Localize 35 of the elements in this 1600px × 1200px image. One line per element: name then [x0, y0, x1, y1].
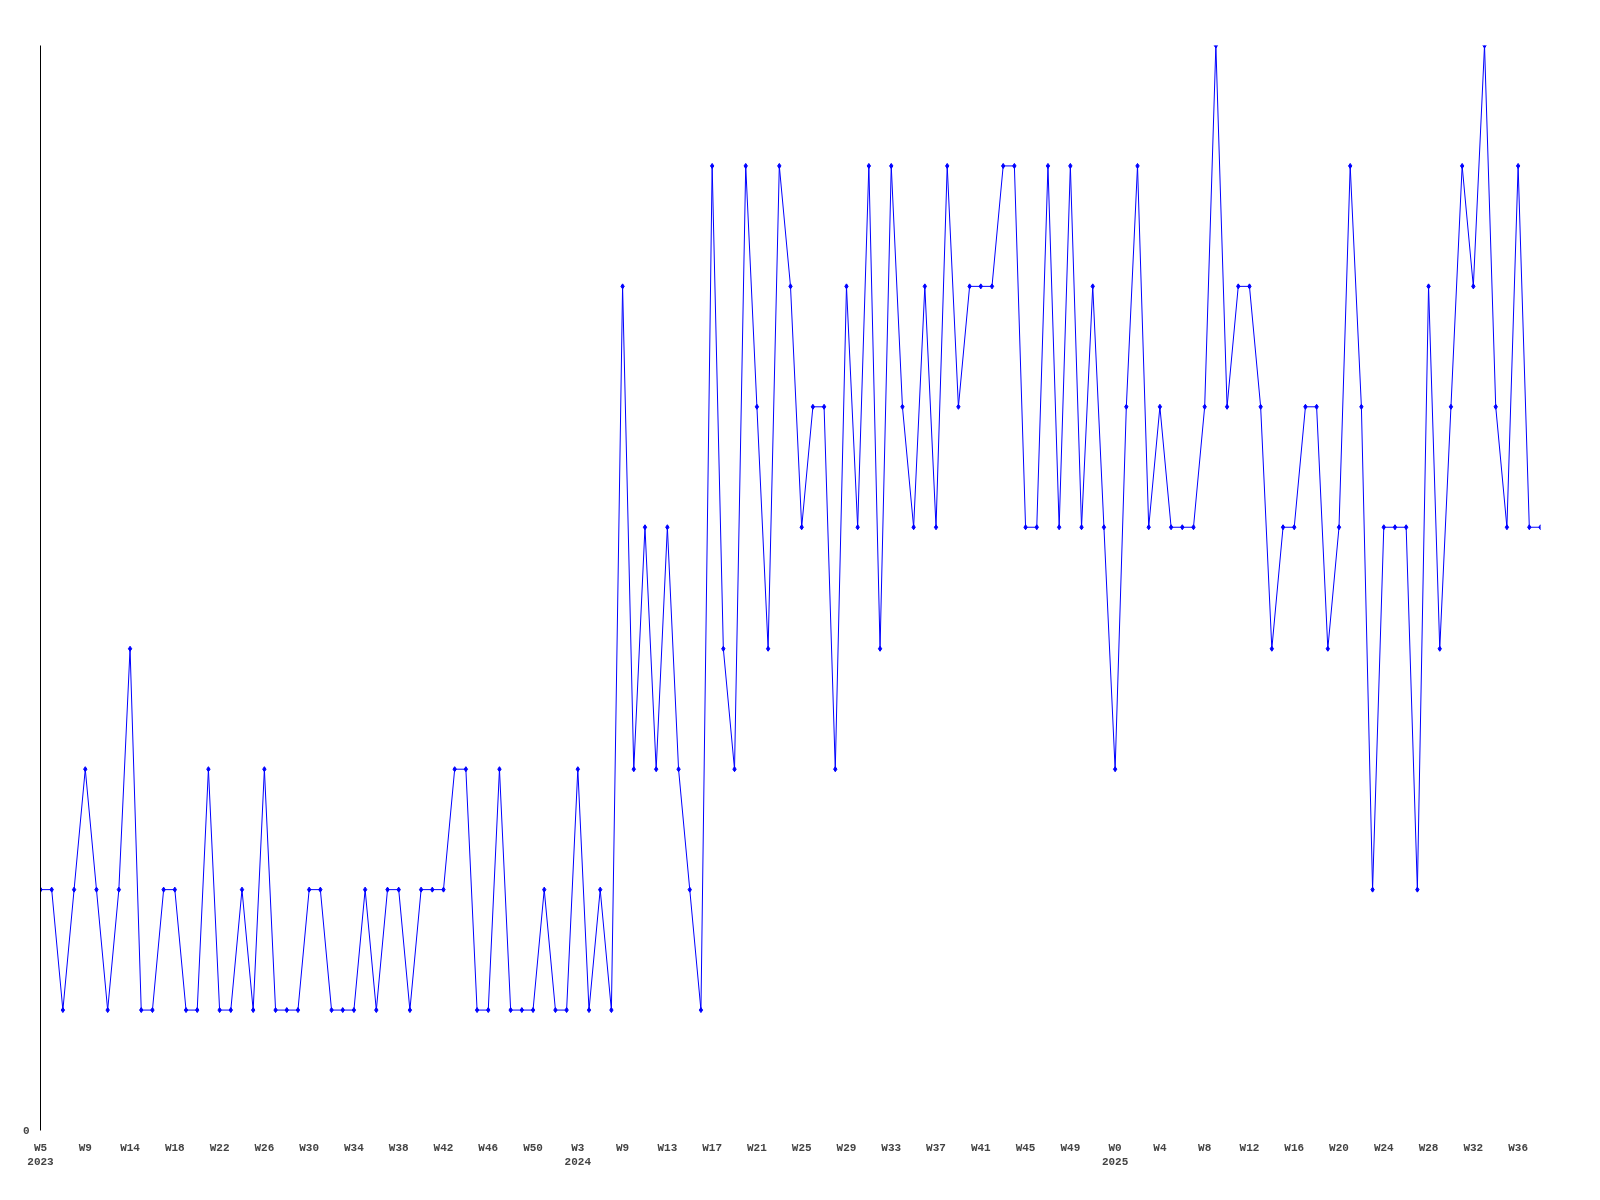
- x-tick-label: W0 2025: [1101, 1141, 1129, 1168]
- x-tick-label: W5 2023: [27, 1141, 55, 1168]
- x-tick-label: W4: [1153, 1141, 1167, 1154]
- text: 0: [22, 1125, 30, 1137]
- x-tick-label: W13: [657, 1141, 678, 1154]
- x-tick-label: W25: [791, 1141, 812, 1154]
- x-tick-label: W16: [1284, 1141, 1305, 1154]
- x-tick-label: W21: [747, 1141, 768, 1154]
- x-tick-label: W8: [1198, 1141, 1212, 1154]
- x-tick-label: W33: [881, 1141, 902, 1154]
- x-tick-label: W20: [1329, 1141, 1349, 1154]
- x-tick-label: W36: [1508, 1141, 1529, 1154]
- x-tick-label: W12: [1239, 1141, 1260, 1154]
- x-tick-label: W32: [1463, 1141, 1484, 1154]
- x-tick-label: W9: [615, 1141, 630, 1154]
- x-tick-label: W26: [254, 1141, 275, 1154]
- x-tick-label: W45: [1015, 1141, 1036, 1154]
- x-tick-label: W18: [164, 1141, 186, 1154]
- x-tick-label: W17: [702, 1141, 723, 1154]
- x-tick-label: W34: [344, 1141, 365, 1154]
- x-tick-label: W42: [433, 1141, 454, 1154]
- x-tick-label: W50: [523, 1141, 543, 1154]
- x-tick-label: W14: [120, 1141, 141, 1154]
- x-tick-label: W3 2024: [564, 1141, 592, 1168]
- x-tick-label: W9: [78, 1141, 92, 1154]
- x-tick-label: W46: [478, 1141, 499, 1154]
- x-tick-label: W24: [1373, 1141, 1395, 1154]
- x-tick-label: W41: [970, 1141, 992, 1154]
- x-tick-label: W49: [1060, 1141, 1081, 1154]
- x-tick-label: W38: [388, 1141, 410, 1154]
- x-tick-label: W29: [836, 1141, 857, 1154]
- x-tick-label: W22: [209, 1141, 230, 1154]
- x-tick-label: W28: [1418, 1141, 1439, 1154]
- x-tick-label: W30: [299, 1141, 320, 1154]
- x-tick-label: W37: [926, 1141, 946, 1154]
